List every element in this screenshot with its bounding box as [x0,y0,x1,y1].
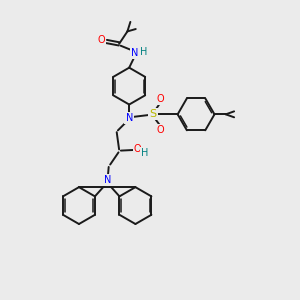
Text: S: S [149,109,157,119]
Text: H: H [141,148,148,158]
Text: N: N [125,113,133,123]
Text: O: O [134,143,141,154]
Text: H: H [140,46,147,57]
Text: N: N [131,47,139,58]
Text: O: O [156,125,164,135]
Text: O: O [156,94,164,104]
Text: O: O [98,35,105,45]
Text: N: N [103,175,111,185]
